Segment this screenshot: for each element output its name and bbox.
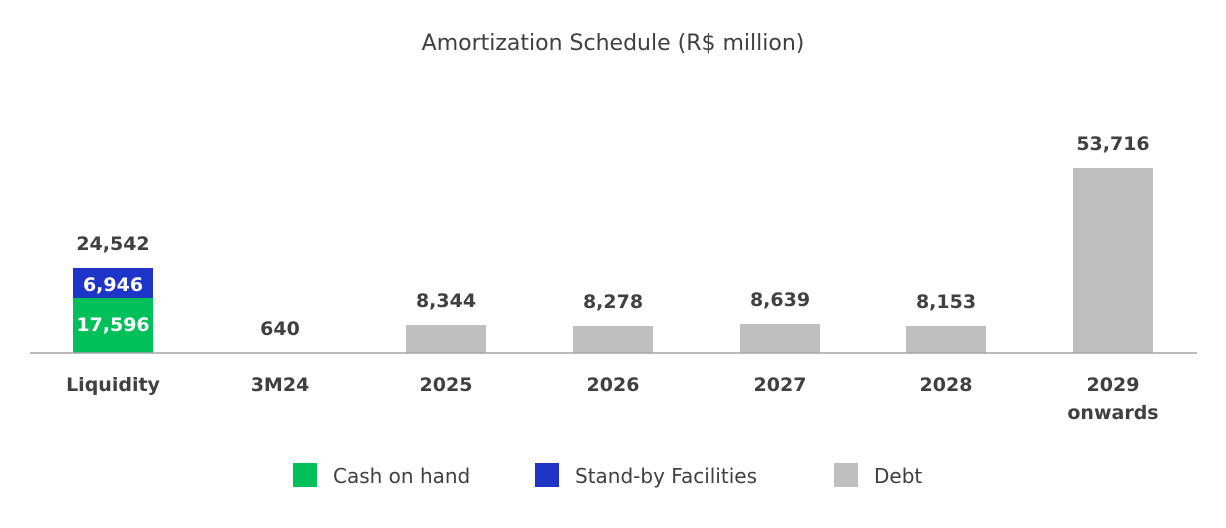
value-label: 8,344 [416,290,476,312]
legend-label: Debt [874,464,922,488]
bar-cash-on-hand [73,298,153,353]
legend-label: Cash on hand [333,464,470,488]
category-label: onwards [1067,402,1158,424]
value-label: 8,153 [916,291,976,313]
label-cash-on-hand: 17,596 [76,314,149,336]
legend-swatch [293,463,317,487]
value-label: 24,542 [76,233,149,255]
bar-debt [906,326,986,353]
labels-group: 17,596 6,946 24,542 Liquidity 640 3M24 8,344 20… [66,133,1159,424]
legend-swatch [535,463,559,487]
category-label: 2029 [1087,374,1140,396]
bar-standby-facilities [73,268,153,298]
legend-swatch [834,463,858,487]
category-label: 2026 [587,374,640,396]
label-standby: 6,946 [83,274,143,296]
bar-debt [740,324,820,353]
category-label: 3M24 [251,374,310,396]
chart-title: Amortization Schedule (R$ million) [422,31,805,56]
value-label: 8,639 [750,289,810,311]
bar-debt [406,325,486,353]
bar-debt [1073,168,1153,353]
legend-label: Stand-by Facilities [575,464,757,488]
bar-debt [573,326,653,353]
category-label: 2028 [920,374,973,396]
category-label: Liquidity [66,374,160,396]
value-label: 53,716 [1076,133,1149,155]
bars-group [73,168,1153,353]
value-label: 640 [260,318,300,340]
category-label: 2027 [754,374,807,396]
category-label: 2025 [420,374,473,396]
value-label: 8,278 [583,291,643,313]
legend: Cash on hand Stand-by Facilities Debt [293,463,922,488]
